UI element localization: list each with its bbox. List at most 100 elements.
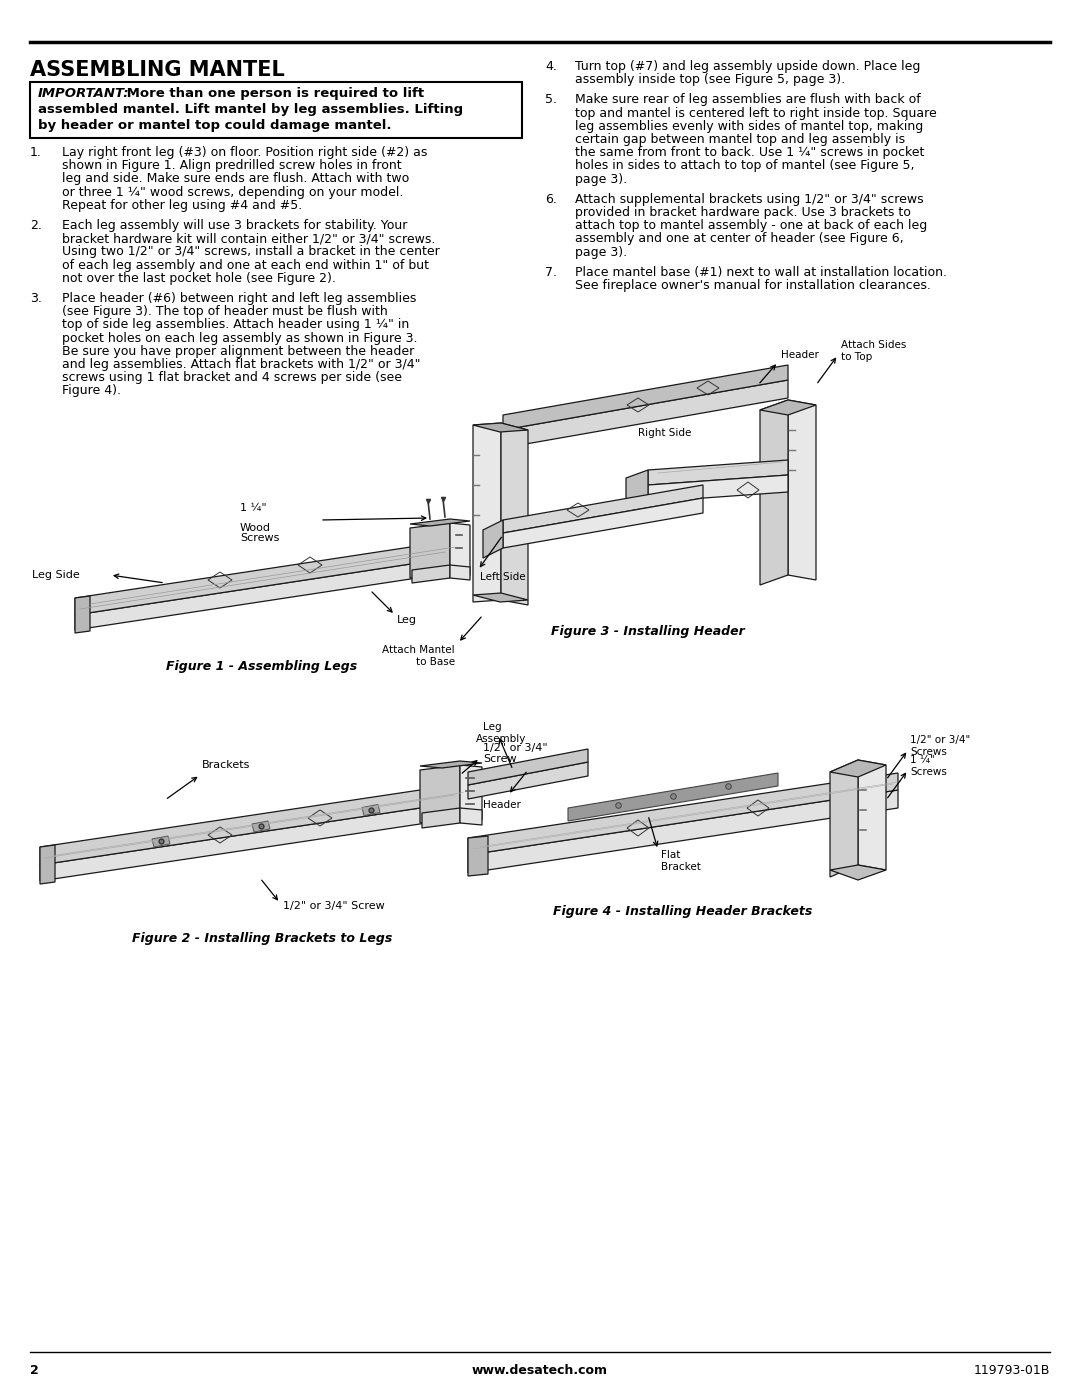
Text: Figure 4).: Figure 4). (62, 384, 121, 397)
Text: Screws: Screws (910, 767, 947, 777)
Text: 5.: 5. (545, 94, 557, 106)
Text: 1 ¼": 1 ¼" (910, 754, 935, 766)
Polygon shape (75, 541, 450, 615)
Text: shown in Figure 1. Align predrilled screw holes in front: shown in Figure 1. Align predrilled scre… (62, 159, 402, 172)
Text: assembly and one at center of header (see Figure 6,: assembly and one at center of header (se… (575, 232, 904, 246)
Text: Right Side: Right Side (638, 427, 691, 439)
Text: 1/2" or 3/4": 1/2" or 3/4" (910, 735, 970, 745)
Text: Flat: Flat (661, 849, 680, 861)
Text: Using two 1/2" or 3/4" screws, install a bracket in the center: Using two 1/2" or 3/4" screws, install a… (62, 246, 440, 258)
Text: 2: 2 (30, 1363, 39, 1377)
Text: 119793-01B: 119793-01B (974, 1363, 1050, 1377)
Text: Turn top (#7) and leg assembly upside down. Place leg: Turn top (#7) and leg assembly upside do… (575, 60, 920, 73)
Polygon shape (473, 592, 528, 602)
Polygon shape (648, 475, 788, 502)
Text: Screws: Screws (910, 747, 947, 757)
Text: not over the last pocket hole (see Figure 2).: not over the last pocket hole (see Figur… (62, 272, 336, 285)
Text: Header: Header (483, 800, 521, 810)
Text: Figure 4 - Installing Header Brackets: Figure 4 - Installing Header Brackets (553, 905, 812, 918)
Text: 6.: 6. (545, 193, 557, 205)
Polygon shape (831, 760, 858, 877)
Text: 1.: 1. (30, 147, 42, 159)
Text: to Top: to Top (841, 352, 873, 362)
Text: attach top to mantel assembly - one at back of each leg: attach top to mantel assembly - one at b… (575, 219, 928, 232)
Text: leg and side. Make sure ends are flush. Attach with two: leg and side. Make sure ends are flush. … (62, 172, 409, 186)
Text: leg assemblies evenly with sides of mantel top, making: leg assemblies evenly with sides of mant… (575, 120, 923, 133)
Text: pocket holes on each leg assembly as shown in Figure 3.: pocket holes on each leg assembly as sho… (62, 331, 418, 345)
Text: Bracket: Bracket (661, 862, 701, 872)
Polygon shape (252, 821, 270, 833)
Polygon shape (468, 789, 897, 873)
Text: Wood: Wood (240, 522, 271, 534)
Text: Figure 3 - Installing Header: Figure 3 - Installing Header (551, 624, 745, 638)
Text: 1/2" or 3/4" Screw: 1/2" or 3/4" Screw (283, 901, 384, 911)
Text: or three 1 ¼" wood screws, depending on your model.: or three 1 ¼" wood screws, depending on … (62, 186, 403, 198)
Polygon shape (75, 557, 450, 630)
Text: (see Figure 3). The top of header must be flush with: (see Figure 3). The top of header must b… (62, 305, 388, 319)
Polygon shape (858, 760, 886, 870)
Text: page 3).: page 3). (575, 246, 627, 258)
Text: Leg: Leg (397, 615, 417, 624)
Text: Each leg assembly will use 3 brackets for stability. Your: Each leg assembly will use 3 brackets fo… (62, 219, 407, 232)
Polygon shape (503, 497, 703, 548)
Polygon shape (760, 400, 788, 585)
Polygon shape (362, 805, 380, 816)
Polygon shape (460, 807, 482, 826)
Text: 2.: 2. (30, 219, 42, 232)
Text: More than one person is required to lift: More than one person is required to lift (122, 87, 424, 101)
Text: Place header (#6) between right and left leg assemblies: Place header (#6) between right and left… (62, 292, 417, 305)
Text: assembled mantel. Lift mantel by leg assemblies. Lifting: assembled mantel. Lift mantel by leg ass… (38, 103, 463, 116)
Text: Leg Side: Leg Side (32, 570, 80, 580)
Polygon shape (468, 761, 588, 799)
Polygon shape (450, 564, 470, 580)
Text: Header: Header (781, 351, 819, 360)
Polygon shape (503, 380, 788, 448)
Text: See fireplace owner's manual for installation clearances.: See fireplace owner's manual for install… (575, 279, 931, 292)
Text: 7.: 7. (545, 265, 557, 279)
Text: Figure 2 - Installing Brackets to Legs: Figure 2 - Installing Brackets to Legs (132, 932, 392, 944)
Text: 1 ¼": 1 ¼" (240, 503, 267, 513)
Polygon shape (152, 835, 170, 847)
Text: Attach Sides: Attach Sides (841, 339, 906, 351)
Text: page 3).: page 3). (575, 173, 627, 186)
Polygon shape (411, 564, 450, 583)
Text: provided in bracket hardware pack. Use 3 brackets to: provided in bracket hardware pack. Use 3… (575, 205, 910, 219)
Polygon shape (410, 522, 450, 578)
Polygon shape (40, 845, 55, 884)
Polygon shape (831, 865, 886, 880)
Text: Attach supplemental brackets using 1/2" or 3/4" screws: Attach supplemental brackets using 1/2" … (575, 193, 923, 205)
Polygon shape (468, 749, 588, 785)
Text: by header or mantel top could damage mantel.: by header or mantel top could damage man… (38, 119, 391, 131)
Polygon shape (450, 522, 470, 576)
Text: bracket hardware kit will contain either 1/2" or 3/4" screws.: bracket hardware kit will contain either… (62, 232, 435, 246)
Polygon shape (473, 423, 528, 432)
Text: holes in sides to attach to top of mantel (see Figure 5,: holes in sides to attach to top of mante… (575, 159, 915, 172)
Text: 4.: 4. (545, 60, 557, 73)
Text: the same from front to back. Use 1 ¼" screws in pocket: the same from front to back. Use 1 ¼" sc… (575, 147, 924, 159)
Text: screws using 1 flat bracket and 4 screws per side (see: screws using 1 flat bracket and 4 screws… (62, 372, 402, 384)
Text: www.desatech.com: www.desatech.com (472, 1363, 608, 1377)
Text: Screws: Screws (240, 534, 280, 543)
Text: Figure 1 - Assembling Legs: Figure 1 - Assembling Legs (166, 659, 357, 673)
Polygon shape (503, 365, 788, 430)
Polygon shape (40, 802, 460, 882)
Text: certain gap between mantel top and leg assembly is: certain gap between mantel top and leg a… (575, 133, 905, 147)
Polygon shape (483, 520, 503, 557)
Polygon shape (460, 766, 482, 820)
Text: 1/2" or 3/4": 1/2" or 3/4" (483, 743, 548, 753)
Polygon shape (75, 597, 90, 633)
Text: assembly inside top (see Figure 5, page 3).: assembly inside top (see Figure 5, page … (575, 73, 846, 87)
Text: Make sure rear of leg assemblies are flush with back of: Make sure rear of leg assemblies are flu… (575, 94, 921, 106)
Text: Screw: Screw (483, 754, 516, 764)
Polygon shape (422, 807, 460, 828)
FancyBboxPatch shape (30, 82, 522, 138)
Polygon shape (40, 784, 460, 865)
Text: Brackets: Brackets (202, 760, 251, 770)
Polygon shape (468, 773, 897, 855)
Polygon shape (760, 400, 816, 415)
Polygon shape (626, 469, 648, 510)
Text: top of side leg assemblies. Attach header using 1 ¼" in: top of side leg assemblies. Attach heade… (62, 319, 409, 331)
Text: Left Side: Left Side (480, 571, 526, 583)
Text: and leg assemblies. Attach flat brackets with 1/2" or 3/4": and leg assemblies. Attach flat brackets… (62, 358, 420, 372)
Text: Attach Mantel: Attach Mantel (382, 645, 455, 655)
